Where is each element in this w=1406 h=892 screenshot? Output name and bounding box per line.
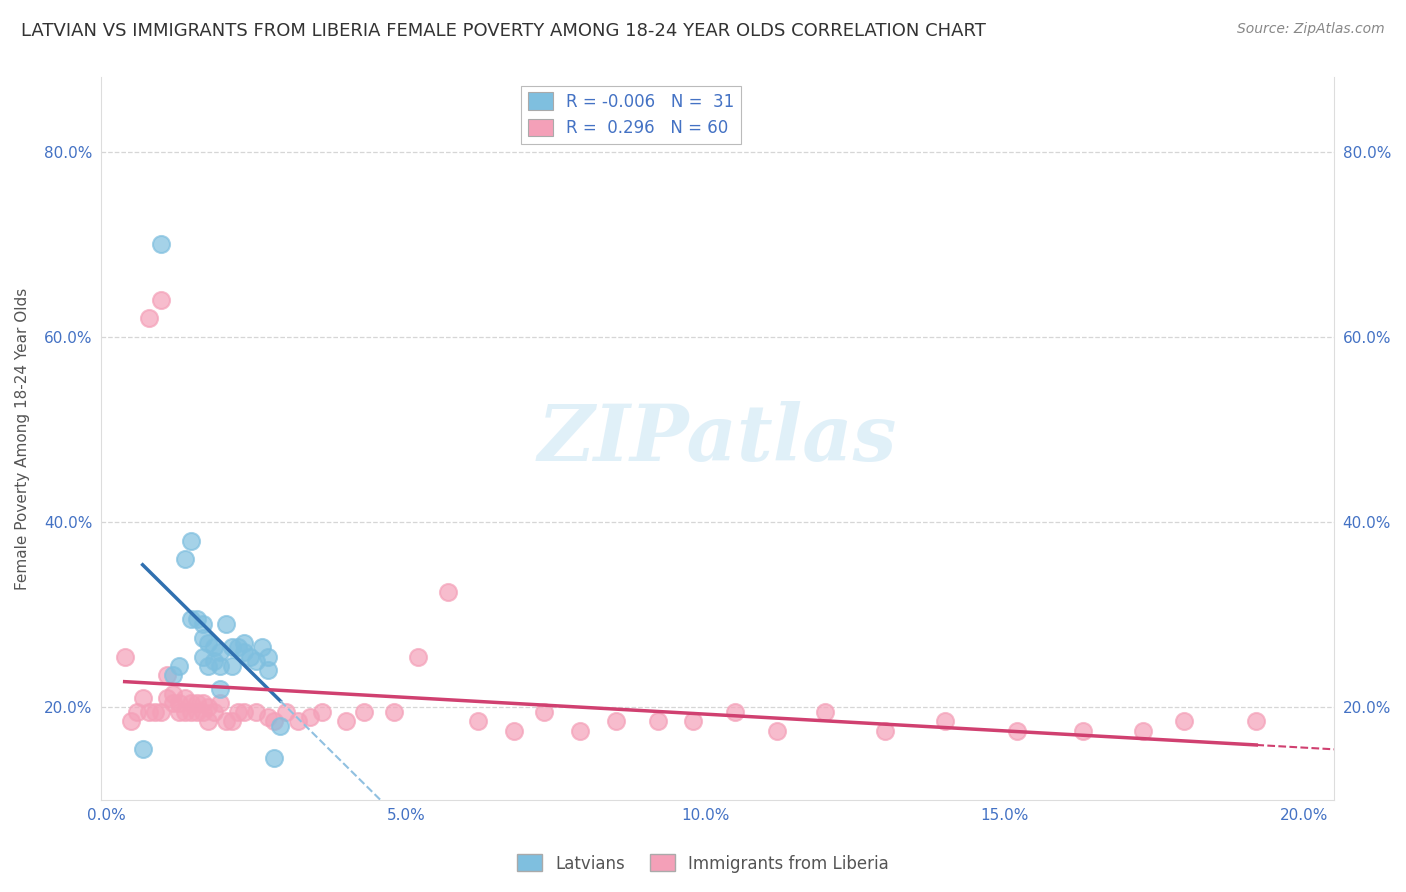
Point [180, 705, 202, 719]
Point [162, 687, 184, 701]
Point [221, 714, 243, 729]
Point [131, 742, 153, 756]
Point [197, 658, 219, 673]
Point [162, 696, 184, 710]
Point [149, 237, 172, 252]
Point [257, 710, 280, 724]
Point [257, 649, 280, 664]
Text: ZIPatlas: ZIPatlas [537, 401, 897, 477]
Point [215, 617, 238, 632]
Point [934, 714, 956, 729]
Point [406, 649, 429, 664]
Point [353, 705, 375, 719]
Point [180, 612, 202, 626]
Point [276, 705, 298, 719]
Point [1246, 714, 1268, 729]
Y-axis label: Female Poverty Among 18-24 Year Olds: Female Poverty Among 18-24 Year Olds [15, 287, 30, 590]
Point [605, 714, 627, 729]
Point [173, 552, 195, 566]
Point [245, 705, 267, 719]
Point [186, 612, 208, 626]
Point [311, 705, 333, 719]
Point [191, 617, 214, 632]
Point [814, 705, 837, 719]
Point [149, 705, 172, 719]
Point [467, 714, 489, 729]
Point [724, 705, 747, 719]
Point [875, 723, 897, 738]
Point [143, 705, 166, 719]
Point [138, 311, 160, 326]
Point [1071, 723, 1094, 738]
Point [191, 696, 214, 710]
Point [131, 691, 153, 706]
Point [502, 723, 524, 738]
Point [167, 705, 190, 719]
Point [437, 584, 460, 599]
Legend: Latvians, Immigrants from Liberia: Latvians, Immigrants from Liberia [510, 847, 896, 880]
Point [233, 705, 256, 719]
Point [287, 714, 309, 729]
Point [186, 696, 208, 710]
Point [197, 635, 219, 649]
Point [766, 723, 789, 738]
Point [252, 640, 274, 655]
Point [228, 705, 250, 719]
Point [114, 649, 136, 664]
Point [155, 691, 177, 706]
Point [233, 635, 256, 649]
Point [209, 658, 232, 673]
Point [228, 640, 250, 655]
Point [120, 714, 142, 729]
Point [1173, 714, 1195, 729]
Point [149, 293, 172, 307]
Point [155, 668, 177, 682]
Point [299, 710, 322, 724]
Point [215, 714, 238, 729]
Point [335, 714, 357, 729]
Point [125, 705, 148, 719]
Point [239, 649, 262, 664]
Point [138, 705, 160, 719]
Point [204, 705, 226, 719]
Point [263, 714, 285, 729]
Point [197, 700, 219, 714]
Point [173, 691, 195, 706]
Point [162, 668, 184, 682]
Point [180, 696, 202, 710]
Point [269, 719, 291, 733]
Point [209, 645, 232, 659]
Point [191, 649, 214, 664]
Point [221, 640, 243, 655]
Point [191, 631, 214, 645]
Point [263, 751, 285, 765]
Point [167, 696, 190, 710]
Text: Source: ZipAtlas.com: Source: ZipAtlas.com [1237, 22, 1385, 37]
Point [1132, 723, 1154, 738]
Point [533, 705, 555, 719]
Point [245, 654, 267, 668]
Point [209, 696, 232, 710]
Point [167, 658, 190, 673]
Point [209, 681, 232, 696]
Point [1005, 723, 1028, 738]
Point [233, 645, 256, 659]
Point [382, 705, 405, 719]
Point [647, 714, 669, 729]
Point [568, 723, 591, 738]
Text: LATVIAN VS IMMIGRANTS FROM LIBERIA FEMALE POVERTY AMONG 18-24 YEAR OLDS CORRELAT: LATVIAN VS IMMIGRANTS FROM LIBERIA FEMAL… [21, 22, 986, 40]
Point [186, 705, 208, 719]
Point [197, 714, 219, 729]
Point [173, 705, 195, 719]
Point [191, 705, 214, 719]
Point [204, 654, 226, 668]
Point [257, 664, 280, 678]
Point [682, 714, 704, 729]
Point [221, 658, 243, 673]
Point [180, 533, 202, 548]
Point [204, 640, 226, 655]
Legend: R = -0.006   N =  31, R =  0.296   N = 60: R = -0.006 N = 31, R = 0.296 N = 60 [522, 86, 741, 144]
